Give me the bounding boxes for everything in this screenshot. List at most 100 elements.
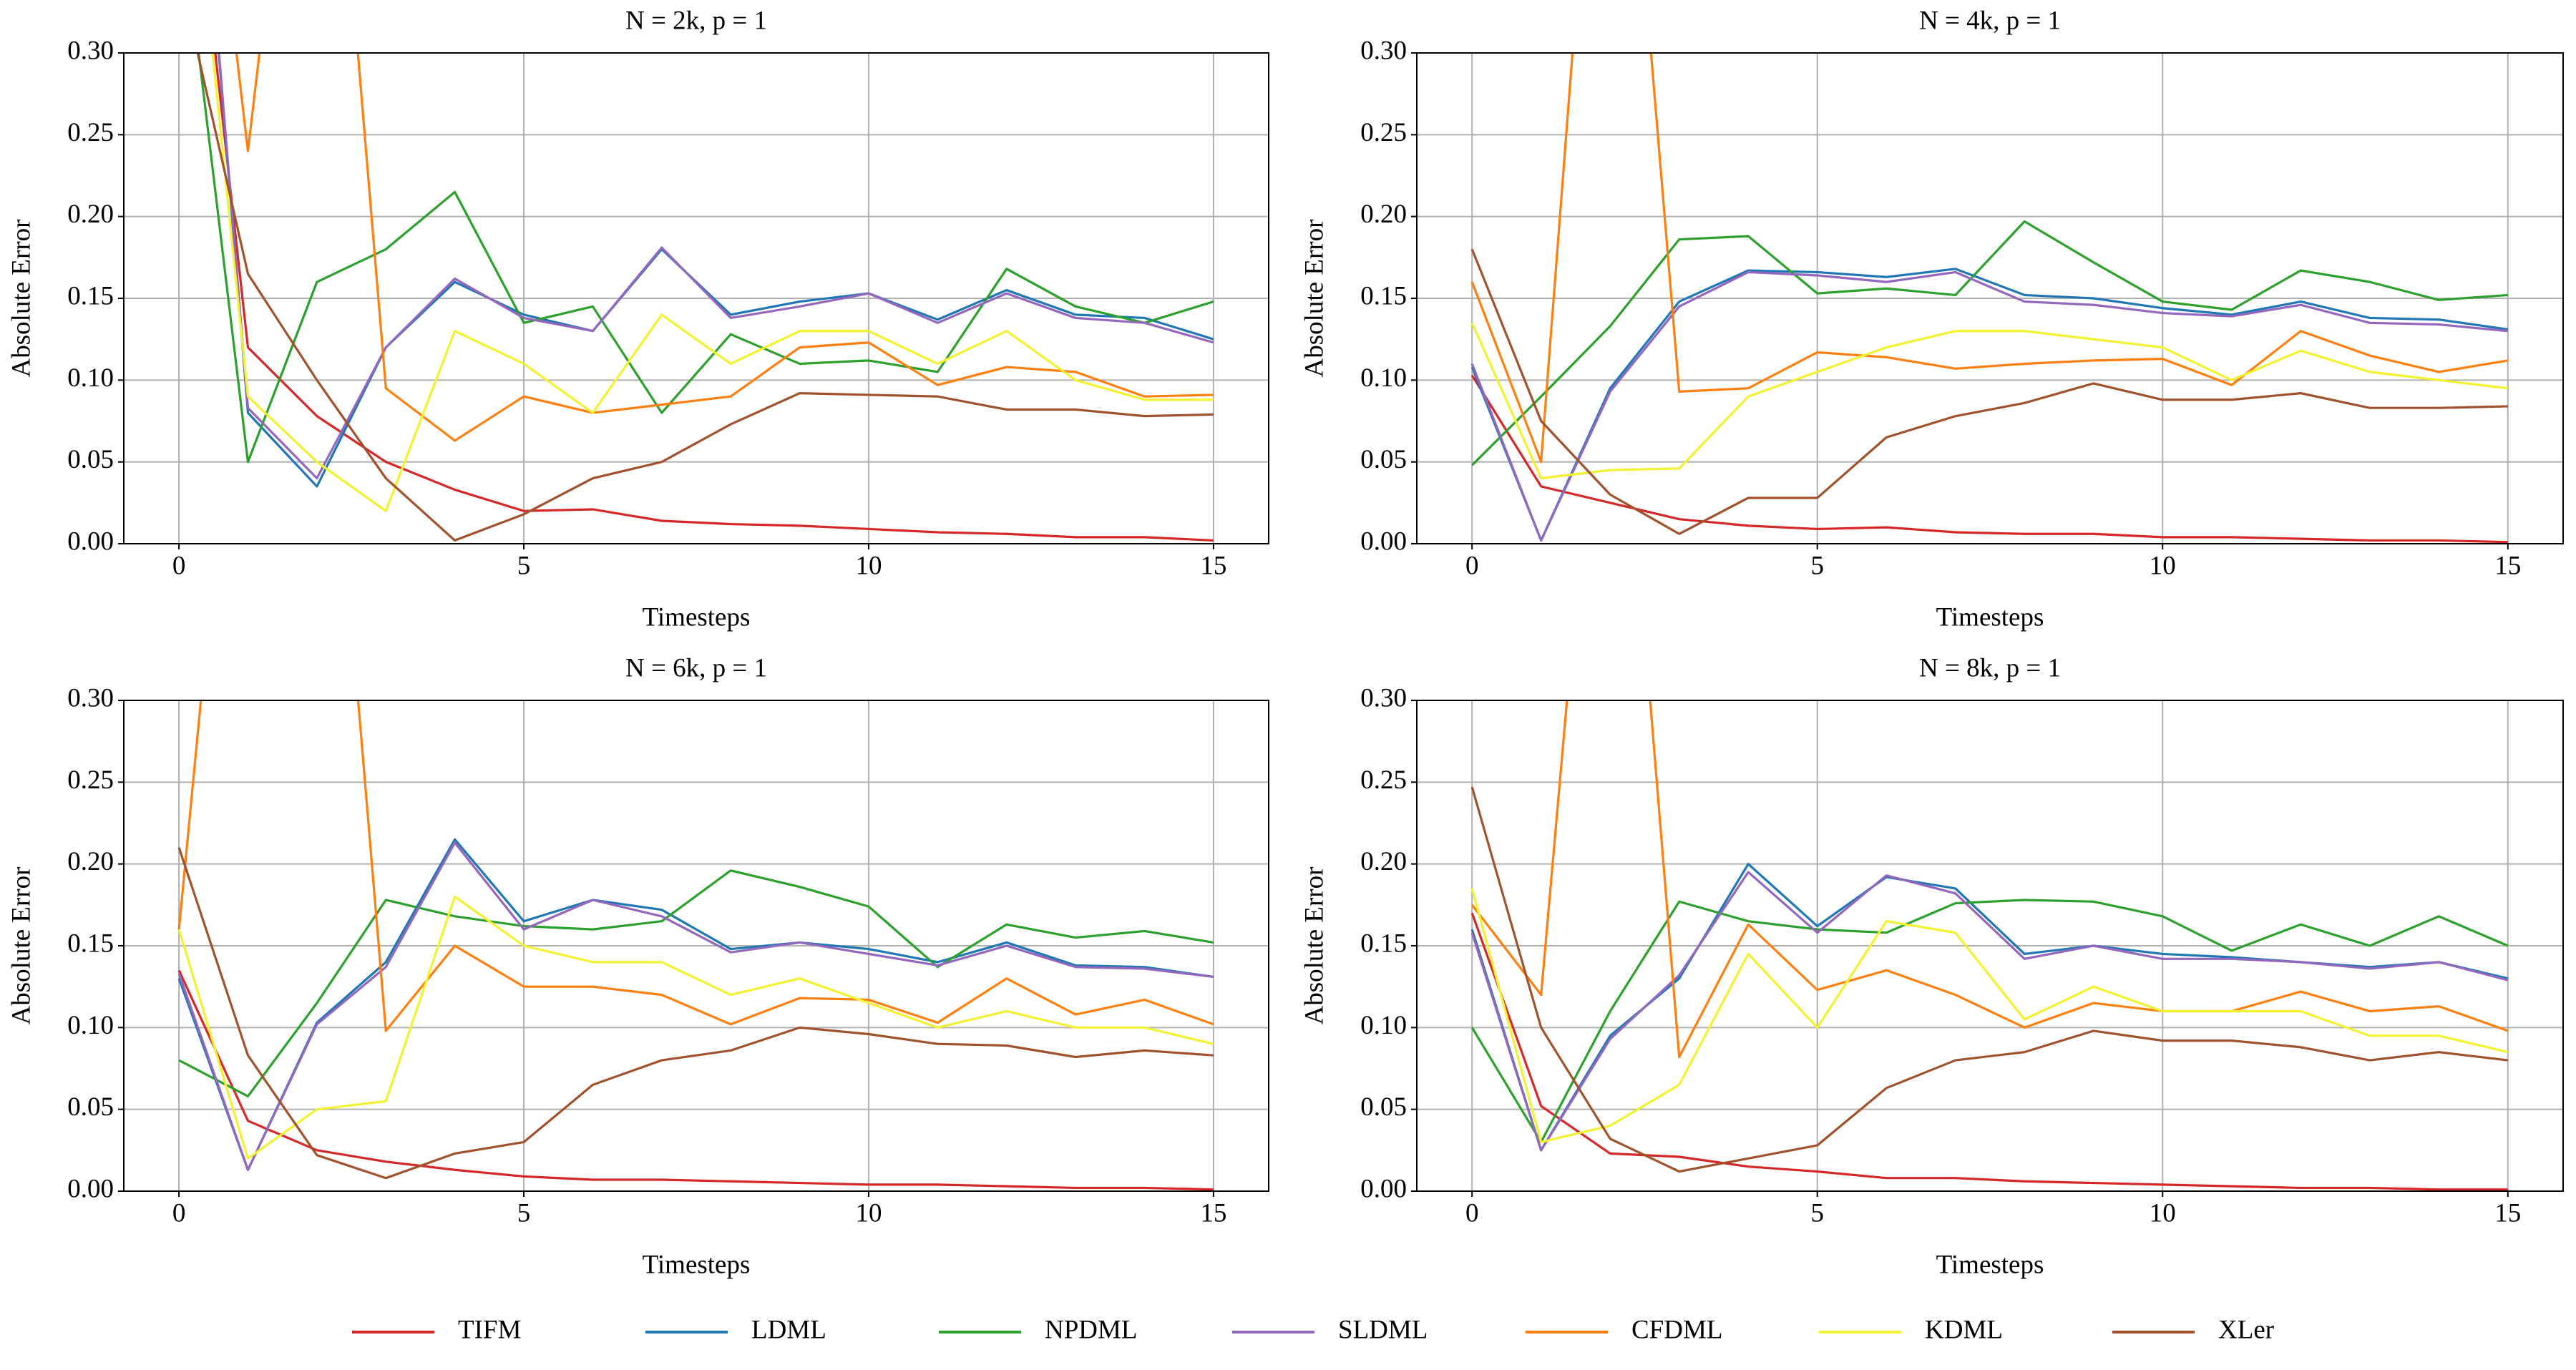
y-tick-label: 0.00	[1360, 527, 1407, 556]
x-tick-label: 10	[2150, 551, 2176, 580]
x-axis-label: Timesteps	[1936, 602, 2044, 632]
subplot: 0.00 0.05 0.10 0.15 0.20 0.25 0.30 0 5 10 15 N = 4k…	[1299, 6, 2564, 632]
y-tick-label: 0.05	[1360, 445, 1407, 474]
y-tick-label: 0.25	[1360, 118, 1407, 147]
y-axis-label: Absolute Error	[1299, 220, 1329, 378]
y-tick-label: 0.10	[1360, 363, 1407, 393]
y-tick-label: 0.20	[67, 200, 114, 229]
x-tick-label: 5	[1810, 551, 1824, 580]
series-line	[177, 700, 1214, 1032]
x-tick-label: 5	[1810, 1198, 1824, 1228]
y-tick-label: 0.05	[67, 1092, 114, 1122]
plot-lines	[1470, 53, 2509, 544]
y-tick-label: 0.10	[67, 363, 114, 393]
y-tick-label: 0.30	[67, 683, 114, 713]
y-tick-label: 0.25	[1360, 765, 1407, 795]
x-tick-label: 10	[855, 551, 882, 580]
y-axis-label: Absolute Error	[1299, 867, 1329, 1025]
series-line	[1470, 374, 2508, 544]
y-tick-label: 0.05	[1360, 1092, 1407, 1122]
subplot: 0.00 0.05 0.10 0.15 0.20 0.25 0.30 0 5 10 15 N = 8k…	[1299, 653, 2564, 1279]
legend: TIFM LDML NPDML SLDML CFDML KDML XLer	[352, 1315, 2274, 1344]
series-line	[1470, 248, 2508, 535]
series-line	[1470, 700, 2509, 1059]
legend-label: NPDML	[1045, 1315, 1138, 1344]
x-tick-label: 0	[172, 551, 186, 580]
series-line	[177, 841, 1214, 1171]
axes-frame	[1416, 700, 2564, 1192]
y-tick-label: 0.20	[1360, 847, 1407, 876]
y-tick-label: 0.25	[67, 765, 114, 795]
series-line	[218, 53, 1214, 488]
series-line	[1471, 220, 2508, 466]
x-axis-label: Timesteps	[1936, 1250, 2044, 1279]
series-line	[218, 53, 1214, 480]
axes-frame	[123, 700, 1269, 1192]
legend-label: SLDML	[1338, 1315, 1428, 1344]
y-tick-label: 0.30	[1360, 36, 1407, 65]
x-axis-label: Timesteps	[643, 602, 751, 632]
y-tick-label: 0.15	[67, 929, 114, 958]
series-line	[178, 869, 1214, 1097]
plot-lines	[196, 53, 1214, 542]
subplot-title: N = 2k, p = 1	[625, 6, 767, 35]
series-line	[214, 53, 1214, 542]
y-tick-label: 0.10	[1360, 1011, 1407, 1040]
y-tick-label: 0.20	[1360, 200, 1407, 229]
x-tick-label: 15	[1200, 551, 1226, 580]
plot-lines	[1470, 700, 2509, 1191]
series-line	[211, 53, 1214, 512]
y-tick-label: 0.25	[67, 118, 114, 147]
legend-label: LDML	[751, 1315, 826, 1344]
y-tick-label: 0.00	[1360, 1174, 1407, 1203]
y-axis-label: Absolute Error	[6, 867, 36, 1025]
y-tick-label: 0.00	[67, 527, 114, 556]
series-line	[1470, 53, 2509, 464]
series-line	[177, 847, 1214, 1180]
subplot-title: N = 6k, p = 1	[625, 653, 767, 682]
y-tick-label: 0.15	[1360, 281, 1407, 310]
subplot: 0.00 0.05 0.10 0.15 0.20 0.25 0.30 0 5 10 15 N = 6k…	[6, 653, 1269, 1279]
y-tick-label: 0.30	[67, 36, 114, 65]
x-tick-label: 10	[2150, 1198, 2176, 1228]
x-tick-label: 5	[517, 551, 531, 580]
series-line	[1470, 899, 2509, 1143]
x-tick-label: 0	[1465, 551, 1479, 580]
subplot: 0.00 0.05 0.10 0.15 0.20 0.25 0.30 0 5 10 15 N = 2k…	[6, 6, 1269, 632]
series-line	[1470, 268, 2509, 542]
x-tick-label: 0	[172, 1198, 186, 1228]
series-line	[177, 969, 1214, 1191]
y-tick-label: 0.30	[1360, 683, 1407, 713]
subplot-title: N = 8k, p = 1	[1919, 653, 2061, 682]
y-tick-label: 0.15	[67, 281, 114, 310]
legend-label: CFDML	[1631, 1315, 1722, 1344]
series-line	[235, 53, 1214, 442]
legend-label: KDML	[1925, 1315, 2003, 1344]
legend-label: XLer	[2218, 1315, 2274, 1344]
series-line	[1470, 322, 2508, 480]
axes-frame	[123, 52, 1269, 544]
y-tick-label: 0.05	[67, 445, 114, 474]
series-line	[177, 895, 1214, 1160]
subplot-title: N = 4k, p = 1	[1919, 6, 2061, 35]
x-tick-label: 10	[855, 1198, 882, 1228]
x-tick-label: 15	[2494, 1198, 2521, 1228]
x-axis-label: Timesteps	[643, 1250, 751, 1279]
plot-lines	[177, 700, 1214, 1191]
series-line	[1470, 888, 2509, 1143]
x-tick-label: 5	[517, 1198, 531, 1228]
series-line	[1470, 270, 2508, 542]
series-line	[1470, 786, 2508, 1173]
y-tick-label: 0.15	[1360, 929, 1407, 958]
x-tick-label: 0	[1465, 1198, 1479, 1228]
y-tick-label: 0.00	[67, 1174, 114, 1203]
y-axis-label: Absolute Error	[6, 220, 36, 378]
series-line	[177, 838, 1214, 1171]
series-line	[197, 53, 1214, 464]
x-tick-label: 15	[1200, 1198, 1226, 1228]
y-tick-label: 0.20	[67, 847, 114, 876]
x-tick-label: 15	[2494, 551, 2521, 580]
series-line	[196, 53, 1214, 542]
y-tick-label: 0.10	[67, 1011, 114, 1040]
